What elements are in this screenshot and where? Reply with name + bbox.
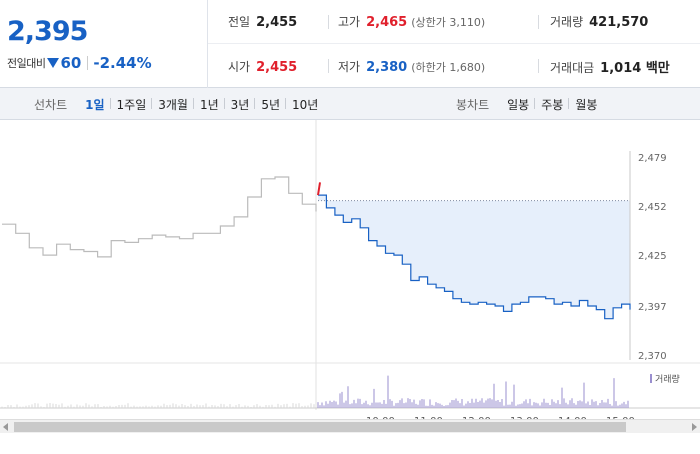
horizontal-scrollbar[interactable] xyxy=(0,419,700,433)
volume-label: 거래량 xyxy=(550,15,584,29)
volume-legend-label: 거래량 xyxy=(655,375,680,385)
scroll-right-icon[interactable] xyxy=(692,423,697,431)
change-row: 전일대비 60 -2.44% xyxy=(7,54,152,72)
high-label: 고가 xyxy=(338,15,361,29)
open-label: 시가 xyxy=(228,59,251,74)
y-tick-label: 2,370 xyxy=(638,351,667,362)
volume-value: 421,570 xyxy=(589,15,649,30)
chart-period-tabbar: 선차트 1일 1주일 3개월 1년 3년 5년 10년 봉차트 일봉 주봉 월봉 xyxy=(0,88,700,120)
prev-close-label: 전일 xyxy=(228,15,251,29)
today-price-line xyxy=(318,194,631,320)
lower-limit: (하한가 1,680) xyxy=(411,60,486,74)
line-chart-tabs: 선차트 1일 1주일 3개월 1년 3년 5년 10년 xyxy=(34,88,324,120)
y-tick-label: 2,397 xyxy=(638,302,667,313)
stats-row-1: 전일 2,455 고가 2,465 (상한가 3,110) 거래량 421,57… xyxy=(208,0,700,44)
y-tick-label: 2,479 xyxy=(638,153,667,164)
volume-legend: 거래량 xyxy=(650,372,680,385)
scroll-thumb[interactable] xyxy=(14,422,626,432)
low-value: 2,380 xyxy=(366,59,408,75)
low-label: 저가 xyxy=(338,59,361,74)
tab-5year[interactable]: 5년 xyxy=(254,96,286,113)
divider xyxy=(328,59,329,73)
open-cell: 시가 2,455 xyxy=(228,58,297,75)
change-percent: -2.44% xyxy=(93,54,152,72)
prev-day-line xyxy=(2,176,317,258)
prev-close-cell: 전일 2,455 xyxy=(228,13,297,30)
upper-limit: (상한가 3,110) xyxy=(411,16,486,29)
tab-3month[interactable]: 3개월 xyxy=(151,96,194,113)
y-tick-label: 2,452 xyxy=(638,202,667,213)
tab-1week[interactable]: 1주일 xyxy=(109,96,153,113)
scroll-left-icon[interactable] xyxy=(3,423,8,431)
amount-value: 1,014 백만 xyxy=(600,60,670,76)
prev-close-value: 2,455 xyxy=(256,15,298,30)
stock-summary-header: 2,395 전일대비 60 -2.44% 전일 2,455 고가 2,465 (… xyxy=(0,0,700,88)
tab-weekly[interactable]: 주봉 xyxy=(534,96,569,113)
current-price: 2,395 xyxy=(7,16,88,47)
current-price-box: 2,395 전일대비 60 -2.44% xyxy=(0,0,208,88)
line-chart-label: 선차트 xyxy=(34,97,68,112)
open-uptick xyxy=(317,182,321,196)
change-value: 60 xyxy=(60,54,82,72)
tab-monthly[interactable]: 월봉 xyxy=(568,96,603,113)
down-arrow-icon xyxy=(47,58,60,68)
high-value: 2,465 xyxy=(366,15,408,30)
divider xyxy=(328,14,329,29)
volume-cell: 거래량 421,570 xyxy=(550,13,648,30)
tab-10year[interactable]: 10년 xyxy=(285,96,324,113)
price-stats: 전일 2,455 고가 2,465 (상한가 3,110) 거래량 421,57… xyxy=(208,0,700,88)
candle-chart-tabs: 봉차트 일봉 주봉 월봉 xyxy=(456,88,603,120)
divider xyxy=(87,56,89,70)
below-prev-close-fill xyxy=(318,195,630,319)
low-cell: 저가 2,380 (하한가 1,680) xyxy=(338,58,485,75)
divider xyxy=(538,59,539,73)
amount-cell: 거래대금 1,014 백만 xyxy=(550,57,670,76)
candle-chart-label: 봉차트 xyxy=(456,97,490,112)
divider xyxy=(538,14,539,29)
tab-3year[interactable]: 3년 xyxy=(223,96,256,113)
volume-legend-swatch xyxy=(650,374,652,383)
tab-1day[interactable]: 1일 xyxy=(85,97,105,112)
y-tick-label: 2,425 xyxy=(638,251,667,262)
high-cell: 고가 2,465 (상한가 3,110) xyxy=(338,13,485,30)
tab-1year[interactable]: 1년 xyxy=(192,96,225,113)
stats-row-2: 시가 2,455 저가 2,380 (하한가 1,680) 거래대금 1,014… xyxy=(208,44,700,88)
amount-label: 거래대금 xyxy=(550,60,595,75)
open-value: 2,455 xyxy=(256,59,298,75)
tab-daily[interactable]: 일봉 xyxy=(507,97,530,112)
change-label: 전일대비 xyxy=(7,57,46,70)
